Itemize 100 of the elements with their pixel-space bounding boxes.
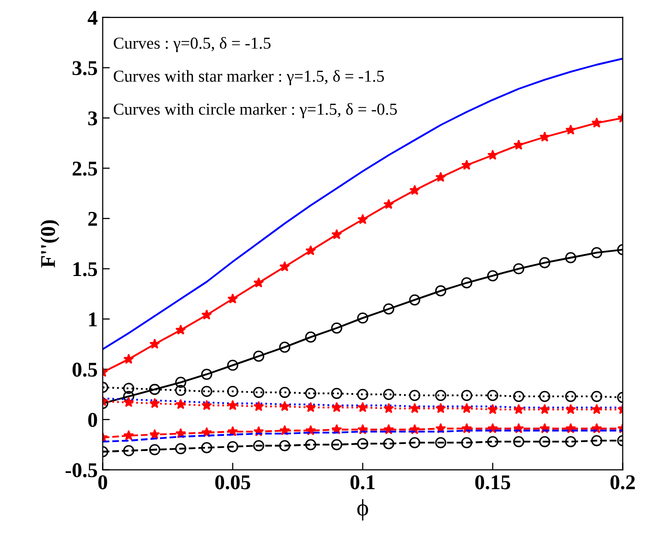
x-tick-label: 0.2 [610, 475, 635, 490]
point [513, 390, 524, 402]
point [513, 140, 524, 150]
point [461, 437, 472, 448]
x-tick-label: 0.05 [215, 475, 250, 490]
point [253, 350, 264, 362]
x-tick-label: 0 [98, 475, 108, 490]
point [383, 402, 394, 414]
point [149, 338, 160, 349]
y-tick-label: 0 [88, 412, 98, 427]
point [435, 390, 446, 401]
point [539, 390, 550, 402]
y-tick-label: 3.5 [72, 61, 98, 76]
point [331, 439, 342, 450]
point [383, 303, 394, 315]
point [253, 277, 264, 288]
point [123, 445, 134, 456]
point [149, 398, 160, 408]
point [591, 247, 602, 258]
y-tick-label: 1.5 [73, 262, 98, 276]
point [591, 404, 602, 414]
annotation: Curves with star marker : γ=1.5, δ = -1.5 [114, 70, 384, 86]
point [539, 404, 550, 414]
point [201, 309, 212, 320]
point [175, 376, 186, 388]
point [435, 172, 446, 182]
point [357, 214, 368, 224]
point [357, 312, 368, 324]
point [591, 435, 602, 446]
point [253, 440, 264, 452]
point [201, 442, 212, 454]
point [279, 386, 290, 398]
point [487, 404, 498, 414]
point [175, 443, 186, 454]
y-tick-label: -0.5 [66, 463, 98, 478]
point [149, 444, 160, 456]
point [227, 441, 238, 452]
point [487, 390, 498, 401]
point [383, 438, 394, 450]
point [305, 402, 316, 412]
point [487, 150, 498, 160]
x-tick-label: 0.1 [350, 475, 375, 490]
point [539, 436, 550, 448]
point [123, 382, 134, 394]
point [461, 160, 472, 170]
point [305, 245, 316, 256]
y-axis-title: F''(0) [40, 220, 60, 268]
point [149, 429, 160, 440]
point [357, 402, 368, 412]
point [123, 396, 134, 408]
point [305, 332, 316, 343]
point [279, 261, 290, 272]
point [175, 398, 186, 410]
point [539, 132, 550, 142]
point [409, 184, 420, 195]
point [227, 360, 238, 371]
point [513, 263, 524, 274]
x-tick-label: 0.15 [475, 475, 510, 490]
point [331, 388, 342, 399]
point [201, 400, 212, 410]
point [513, 436, 524, 448]
point [305, 388, 316, 399]
point [123, 430, 134, 440]
y-tick-label: 3 [88, 111, 98, 126]
point [253, 386, 264, 398]
point [279, 342, 290, 353]
point [279, 440, 290, 452]
point [175, 384, 186, 396]
y-tick-label: 4 [88, 10, 98, 25]
point [565, 390, 576, 402]
point [331, 322, 342, 334]
point [253, 400, 264, 412]
y-tick-label: 2.5 [72, 162, 98, 176]
point [409, 437, 420, 448]
point [461, 277, 472, 288]
point [461, 402, 472, 414]
point [357, 438, 368, 450]
point [565, 404, 576, 414]
point [305, 439, 316, 450]
y-tick-label: 2 [88, 212, 97, 226]
point [591, 117, 602, 128]
point [357, 388, 368, 400]
point [227, 293, 238, 304]
point [383, 198, 394, 210]
point [201, 386, 212, 397]
line-series [102, 58, 623, 350]
point [409, 390, 420, 401]
point [331, 402, 342, 412]
point [487, 436, 498, 448]
point [123, 354, 134, 364]
point [565, 252, 576, 264]
point [279, 400, 290, 412]
point [539, 257, 550, 268]
point [565, 124, 576, 135]
point [487, 270, 498, 282]
point [513, 404, 524, 414]
point [123, 390, 134, 402]
point [461, 390, 472, 401]
point [591, 390, 602, 402]
y-tick-label: 1 [89, 312, 97, 326]
